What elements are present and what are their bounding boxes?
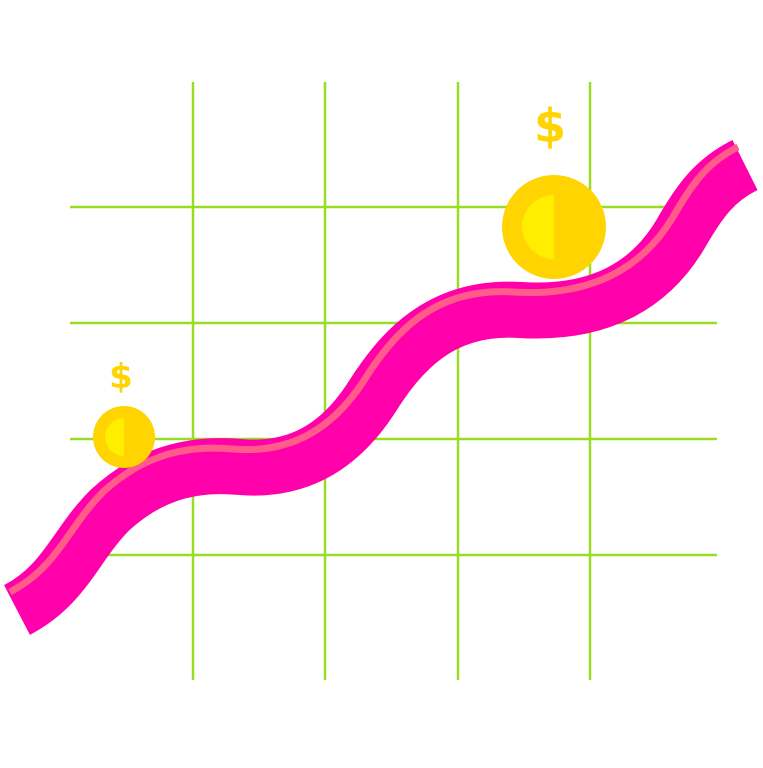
coin-icon: $	[93, 357, 155, 468]
coin-face-right	[124, 418, 143, 456]
coin-face-right	[554, 195, 586, 259]
background-grid	[70, 82, 717, 680]
coin-icon: $	[502, 99, 606, 279]
coin-face-left	[522, 195, 554, 259]
coin-face-left	[105, 418, 124, 456]
wave-highlight	[8, 143, 740, 596]
wave-stroke	[3, 139, 759, 635]
rising-wave-icon	[3, 139, 759, 635]
dollar-sign-icon: $	[109, 357, 133, 397]
dollar-sign-icon: $	[534, 99, 566, 153]
